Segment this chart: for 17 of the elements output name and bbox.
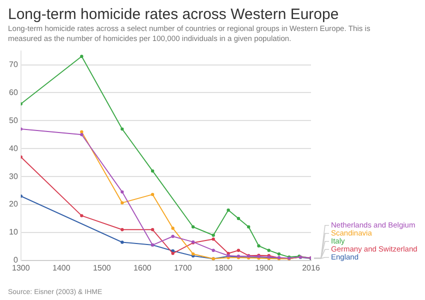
chart-title: Long-term homicide rates across Western Europe xyxy=(8,6,340,23)
y-tick-label: 50 xyxy=(8,116,18,125)
x-tick-label: 1500 xyxy=(93,263,112,272)
x-tick-label: 1900 xyxy=(255,263,274,272)
y-tick-label: 30 xyxy=(8,172,18,181)
y-tick-label: 0 xyxy=(13,256,18,265)
x-tick-label: 1600 xyxy=(134,263,152,272)
y-tick-label: 60 xyxy=(8,88,18,97)
y-tick-label: 10 xyxy=(8,228,18,237)
x-tick-label: 2016 xyxy=(302,263,320,272)
y-tick-label: 70 xyxy=(8,60,18,69)
y-tick-label: 20 xyxy=(8,200,18,209)
x-tick-label: 1700 xyxy=(174,263,192,272)
y-tick-label: 40 xyxy=(8,144,18,153)
x-tick-label: 1300 xyxy=(12,263,30,272)
x-tick-label: 1800 xyxy=(214,263,233,272)
x-tick-label: 1400 xyxy=(52,263,71,272)
